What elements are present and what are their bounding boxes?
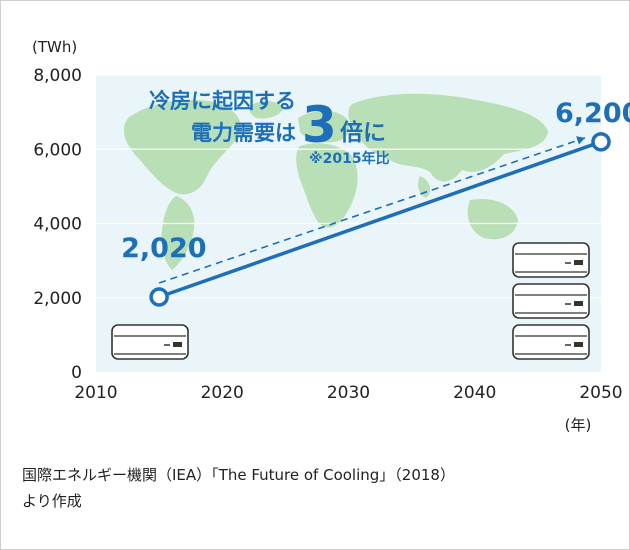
air-conditioners <box>111 242 590 360</box>
y-tick-label: 2,000 <box>33 289 82 309</box>
y-tick-label: 6,000 <box>33 140 82 160</box>
x-tick-label: 2010 <box>74 383 117 403</box>
x-axis-unit: (年) <box>565 416 592 434</box>
x-tick-label: 2040 <box>453 383 496 403</box>
air-conditioner-icon <box>512 283 590 319</box>
data-point <box>149 287 169 307</box>
annotation-line1: 冷房に起因する <box>149 89 296 113</box>
annotation-after: 倍に <box>340 119 386 146</box>
y-tick-label: 8,000 <box>33 66 82 86</box>
y-tick-label: 0 <box>71 363 82 383</box>
data-label: 6,200 <box>555 98 630 129</box>
axis-ticks: 0 2,000 4,000 6,000 8,000 2010 2020 2030 2040 205… <box>33 66 622 403</box>
y-axis-unit: (TWh) <box>32 38 77 56</box>
data-label: 2,020 <box>121 233 206 264</box>
annotation-note: ※2015年比 <box>309 150 390 167</box>
series-line <box>158 140 602 299</box>
data-point <box>591 132 611 152</box>
annotation: 冷房に起因する 電力需要は 3 倍に ※2015年比 <box>149 89 390 167</box>
annotation-line2: 電力需要は <box>191 121 296 145</box>
source-line1: 国際エネルギー機関（IEA）「The Future of Cooling」（20… <box>22 466 455 484</box>
arrow-head-icon <box>576 136 585 145</box>
air-conditioner-icon <box>111 324 189 360</box>
y-tick-label: 4,000 <box>33 215 82 235</box>
x-tick-label: 2050 <box>579 383 622 403</box>
source-line2: より作成 <box>22 492 82 510</box>
source-note: 国際エネルギー機関（IEA）「The Future of Cooling」（20… <box>22 462 612 514</box>
x-tick-label: 2030 <box>327 383 370 403</box>
air-conditioner-icon <box>512 242 590 278</box>
x-tick-label: 2020 <box>201 383 244 403</box>
world-map <box>123 93 611 270</box>
chart-svg: 0 2,000 4,000 6,000 8,000 2010 2020 2030 2040 205… <box>32 38 630 434</box>
trend-dashed-line <box>158 137 586 284</box>
air-conditioner-icon <box>512 324 590 360</box>
series-line-layer: 2,020 6,200 <box>121 98 630 307</box>
annotation-big-number: 3 <box>302 96 337 154</box>
